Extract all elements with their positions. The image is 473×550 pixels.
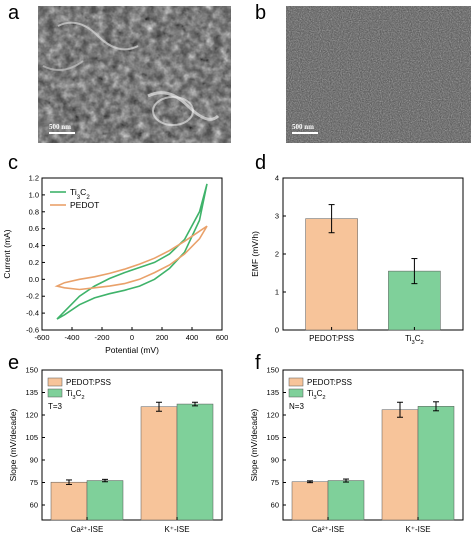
chart-c-ytick-label: -0.6 [26, 326, 39, 335]
panel-letter-b: b [255, 2, 267, 24]
chart-e-bar-0-0 [50, 481, 88, 521]
chart-f-bar-1-1 [417, 406, 455, 521]
chart-e-xtick-label: K⁺-ISE [164, 525, 189, 534]
chart-e-ytick-label: 90 [30, 456, 38, 465]
chart-d-ytick-label: 4 [275, 174, 279, 183]
chart-f-bar-0-1 [327, 480, 365, 521]
chart-f-annotation: N=3 [289, 402, 304, 411]
chart-f-legend-label: Ti3C2 [307, 389, 326, 401]
chart-c-ytick-label: -0.2 [26, 292, 39, 301]
chart-d-ytick-label: 2 [275, 250, 279, 259]
chart-c-series-ti3c2-line [56, 183, 208, 320]
chart-c-ytick-label: -0.4 [26, 309, 39, 318]
chart-e-ytick-label: 150 [25, 366, 38, 375]
sem-texture-b [286, 6, 471, 143]
sem-image-b: 500 nm [286, 6, 471, 143]
chart-e-ylabel: Slope (mV/decade) [8, 408, 18, 481]
chart-f-plot-frame [282, 369, 464, 521]
chart-c-xtick-label: -600 [34, 333, 49, 342]
chart-e-bar-1-1 [176, 403, 214, 521]
chart-e-legend-swatch-1 [47, 388, 63, 398]
chart-c-ytick-label: 0.2 [29, 258, 39, 267]
chart-f-xtick-label: K⁺-ISE [405, 525, 430, 534]
panel-letter-c: c [8, 152, 18, 174]
chart-d-emf-bar: 0 1 2 3 4 EMF (mV/h) PEDOT:PSS Ti3C2 [250, 174, 464, 346]
panel-letter-f: f [255, 352, 261, 374]
scalebar-label-a: 500 nm [49, 123, 71, 131]
chart-c-ytick-label: 1.0 [29, 190, 39, 199]
chart-e-legend-label: Ti3C2 [66, 389, 85, 401]
chart-d-ytick-label: 3 [275, 212, 279, 221]
chart-f-ytick-label: 60 [271, 501, 279, 510]
chart-d-xtick-label: Ti3C2 [405, 334, 424, 346]
chart-c-series-pedot-line [54, 225, 208, 291]
chart-f-ytick-label: 120 [266, 411, 279, 420]
chart-f-legend-swatch-1 [288, 388, 304, 398]
chart-f-slope-bar: 60 75 90 105 120 135 150 Slope (mV/decade) Ca²⁺-… [249, 366, 464, 534]
sem-texture-a [38, 6, 231, 143]
chart-c-xtick-label: 200 [156, 333, 169, 342]
chart-c-cyclic-voltammetry: -600 -400 -200 0 200 400 600 -0.6 -0.4 -0.2 0.0 0.2… [2, 174, 229, 356]
panel-letter-e: e [8, 352, 20, 374]
chart-c-ytick-label: 0.4 [29, 241, 39, 250]
chart-e-ytick-label: 105 [25, 433, 38, 442]
chart-e-ytick-label: 60 [30, 501, 38, 510]
chart-e-xtick-label: Ca²⁺-ISE [71, 525, 104, 534]
chart-e-ytick-label: 75 [30, 478, 38, 487]
chart-c-xtick-label: 0 [130, 333, 134, 342]
chart-f-ylabel: Slope (mV/decade) [249, 408, 259, 481]
scalebar-b [292, 132, 318, 134]
chart-c-ytick-label: 0.8 [29, 207, 39, 216]
chart-e-legend-label: PEDOT:PSS [66, 378, 111, 387]
chart-c-ytick-label: 0.0 [29, 275, 39, 284]
chart-c-ytick-label: 0.6 [29, 224, 39, 233]
chart-d-ytick-label: 0 [275, 326, 279, 335]
chart-c-ytick-label: 1.2 [29, 174, 39, 183]
scalebar-a [49, 132, 75, 134]
chart-d-bar-0 [305, 218, 358, 331]
chart-d-xtick-label: PEDOT:PSS [309, 334, 354, 343]
sem-image-a: 500 nm [38, 6, 231, 143]
chart-d-ytick-label: 1 [275, 288, 279, 297]
chart-f-ytick-label: 105 [266, 433, 279, 442]
chart-e-slope-bar: 60 75 90 105 120 135 150 Slope (mV/decade) Ca²⁺-… [8, 366, 223, 534]
chart-c-xtick-label: -200 [94, 333, 109, 342]
chart-f-legend-label: PEDOT:PSS [307, 378, 352, 387]
chart-f-bar-1-0 [381, 409, 419, 521]
chart-f-ytick-label: 90 [271, 456, 279, 465]
chart-e-annotation: T=3 [48, 402, 63, 411]
chart-c-ylabel: Current (mA) [2, 229, 12, 278]
chart-f-legend-swatch-0 [288, 377, 304, 387]
chart-c-xlabel: Potential (mV) [105, 345, 159, 355]
chart-d-ylabel: EMF (mV/h) [250, 231, 260, 277]
chart-e-bar-0-1 [86, 480, 124, 521]
chart-f-ytick-label: 75 [271, 478, 279, 487]
chart-c-xtick-label: 600 [216, 333, 229, 342]
chart-e-ytick-label: 135 [25, 388, 38, 397]
chart-c-xtick-label: 400 [186, 333, 199, 342]
chart-f-ytick-label: 135 [266, 388, 279, 397]
chart-e-plot-frame [41, 369, 223, 521]
chart-e-legend-swatch-0 [47, 377, 63, 387]
chart-c-xtick-label: -400 [64, 333, 79, 342]
chart-c-legend-label: PEDOT [70, 200, 99, 210]
chart-f-ytick-label: 150 [266, 366, 279, 375]
chart-f-xtick-label: Ca²⁺-ISE [312, 525, 345, 534]
chart-e-ytick-label: 120 [25, 411, 38, 420]
panel-letter-d: d [255, 152, 267, 174]
chart-c-legend-label: Ti3C2 [70, 187, 90, 201]
chart-f-bar-0-0 [291, 481, 329, 521]
panel-letter-a: a [8, 2, 20, 24]
scalebar-label-b: 500 nm [292, 123, 314, 131]
chart-e-bar-1-0 [140, 406, 178, 521]
